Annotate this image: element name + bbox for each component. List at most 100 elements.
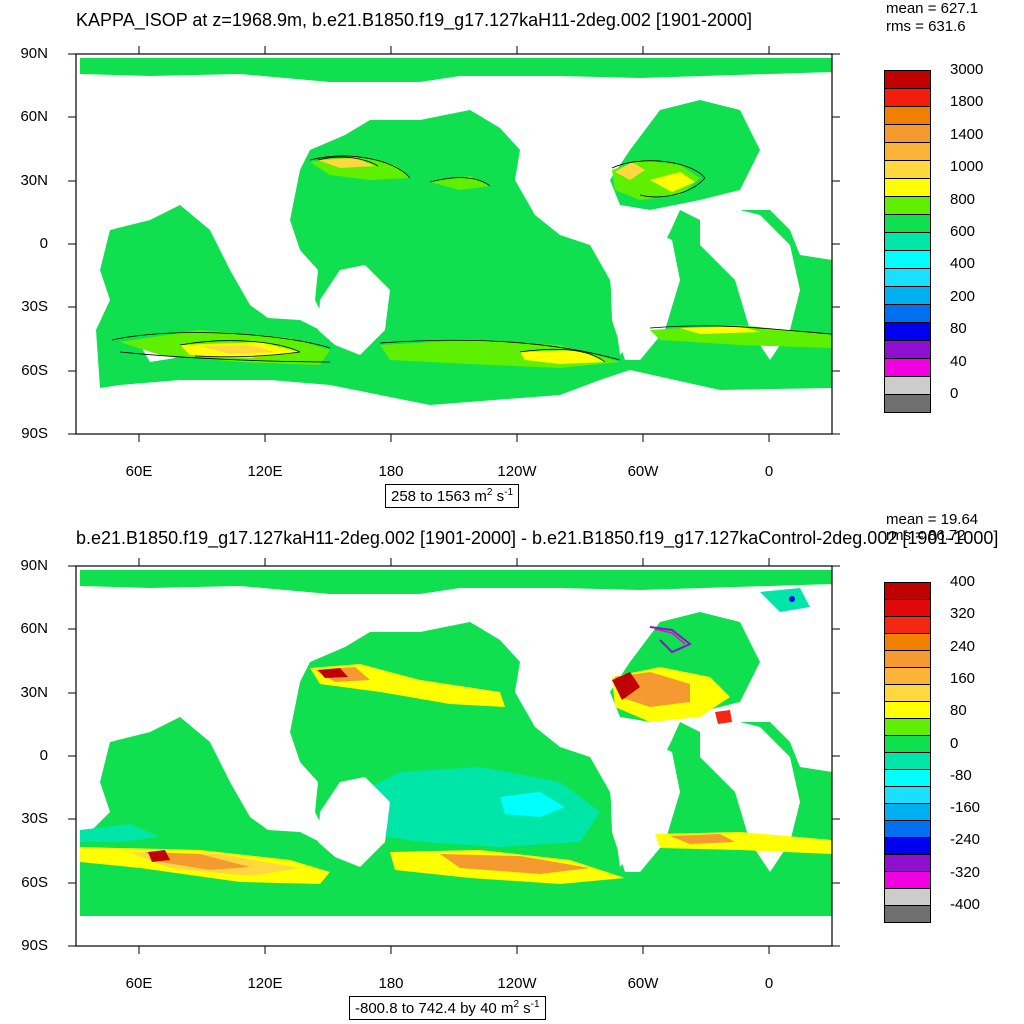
bottom-lon-label: 0 <box>764 975 774 992</box>
colorbar-cell <box>884 855 931 872</box>
colorbar-cell <box>884 143 931 161</box>
colorbar-cell <box>884 651 931 668</box>
colorbar-cell <box>884 107 931 125</box>
top-lat-label: 90N <box>20 45 48 62</box>
colorbar-label: 0 <box>950 734 959 752</box>
bottom-lat-label: 90S <box>21 937 48 954</box>
top-lon-label: 60E <box>125 463 153 480</box>
bottom-lat-label: 60S <box>21 874 48 891</box>
top-lon-label: 60W <box>627 463 659 480</box>
colorbar-cell <box>884 600 931 617</box>
colorbar-label: -320 <box>950 863 981 881</box>
colorbar-label: 200 <box>950 287 976 305</box>
bottom-range-label: -800.8 to 742.4 by 40 m2 s-1 <box>349 996 546 1020</box>
colorbar-cell <box>884 305 931 323</box>
colorbar-label: -400 <box>950 896 981 913</box>
colorbar-label: 400 <box>950 573 976 590</box>
colorbar-label: 320 <box>950 605 976 623</box>
top-range-label: 258 to 1563 m2 s-1 <box>385 484 520 508</box>
colorbar-label: -80 <box>950 766 972 784</box>
colorbar-cell <box>884 251 931 269</box>
colorbar-label: 80 <box>950 320 967 338</box>
bottom-lon-label: 60E <box>125 975 153 992</box>
colorbar-label: 400 <box>950 255 976 273</box>
bottom-lat-label: 30N <box>20 684 48 701</box>
bottom-rms: rms = 86.72 <box>886 527 966 544</box>
colorbar-cell <box>884 821 931 838</box>
bottom-lat-label: 60N <box>20 620 48 637</box>
colorbar-cell <box>884 685 931 702</box>
top-plot-title: KAPPA_ISOP at z=1968.9m, b.e21.B1850.f19… <box>76 10 753 30</box>
colorbar-cell <box>884 889 931 906</box>
colorbar-label: 240 <box>950 637 976 655</box>
bottom-lon-label: 120E <box>247 975 283 992</box>
colorbar-cell <box>884 233 931 251</box>
colorbar-cell <box>884 71 931 89</box>
colorbar-label: 40 <box>950 352 967 370</box>
colorbar-label: 1800 <box>950 93 984 111</box>
colorbar-cell <box>884 770 931 787</box>
colorbar-cell <box>884 702 931 719</box>
colorbar-cell <box>884 804 931 821</box>
colorbar-label: 1400 <box>950 125 984 143</box>
top-lon-label: 0 <box>764 463 774 480</box>
colorbar-label: 3000 <box>950 61 984 78</box>
colorbar-cell <box>884 377 931 395</box>
top-rms: rms = 631.6 <box>886 18 966 35</box>
colorbar-cell <box>884 197 931 215</box>
bottom-lon-label: 180 <box>378 975 404 992</box>
colorbar-cell <box>884 215 931 233</box>
colorbar-cell <box>884 269 931 287</box>
colorbar-cell <box>884 341 931 359</box>
bottom-lon-label: 60W <box>627 975 659 992</box>
colorbar-cell <box>884 906 931 923</box>
top-stats: mean = 627.1 rms = 631.6 <box>886 0 978 36</box>
top-lon-label: 180 <box>378 463 404 480</box>
top-colorbar <box>884 70 931 413</box>
colorbar-label: 1000 <box>950 158 984 176</box>
colorbar-cell <box>884 323 931 341</box>
colorbar-cell <box>884 359 931 377</box>
top-lat-label: 30S <box>21 298 48 315</box>
colorbar-cell <box>884 89 931 107</box>
bottom-stats: mean = 19.64 rms = 86.72 <box>886 512 978 544</box>
colorbar-cell <box>884 872 931 889</box>
top-land-africa <box>700 200 800 360</box>
bottom-plot-title: b.e21.B1850.f19_g17.127kaH11-2deg.002 [1… <box>76 528 999 548</box>
bottom-lon-label: 120W <box>497 975 537 992</box>
top-land-australia <box>318 265 390 355</box>
top-lat-label: 60S <box>21 362 48 379</box>
colorbar-cell <box>884 668 931 685</box>
colorbar-cell <box>884 395 931 413</box>
colorbar-label: -160 <box>950 799 981 817</box>
colorbar-label: 600 <box>950 223 976 240</box>
bottom-colorbar <box>884 582 931 923</box>
colorbar-cell <box>884 179 931 197</box>
top-panel: KAPPA_ISOP at z=1968.9m, b.e21.B1850.f19… <box>20 0 984 508</box>
colorbar-cell <box>884 287 931 305</box>
colorbar-label: -240 <box>950 831 981 849</box>
bottom-panel: b.e21.B1850.f19_g17.127kaH11-2deg.002 [1… <box>0 512 1024 1024</box>
colorbar-cell <box>884 161 931 179</box>
bottom-lat-label: 30S <box>21 810 48 827</box>
bottom-mean: mean = 19.64 <box>886 511 979 528</box>
colorbar-label: 80 <box>950 702 967 720</box>
colorbar-cell <box>884 753 931 770</box>
top-lat-label: 60N <box>20 108 48 125</box>
colorbar-label: 160 <box>950 669 976 687</box>
top-land-south-america <box>610 225 680 360</box>
top-lat-label: 90S <box>21 425 48 442</box>
top-map <box>68 46 840 442</box>
colorbar-cell <box>884 125 931 143</box>
colorbar-cell <box>884 736 931 753</box>
bottom-lat-label: 90N <box>20 557 48 574</box>
top-lon-label: 120E <box>247 463 283 480</box>
top-ocean <box>80 58 832 82</box>
top-lon-label: 120W <box>497 463 537 480</box>
colorbar-label: 800 <box>950 190 976 208</box>
colorbar-cell <box>884 634 931 651</box>
colorbar-cell <box>884 838 931 855</box>
top-lat-label: 30N <box>20 172 48 189</box>
bottom-lat-label: 0 <box>39 747 48 764</box>
colorbar-label: 0 <box>950 385 959 402</box>
